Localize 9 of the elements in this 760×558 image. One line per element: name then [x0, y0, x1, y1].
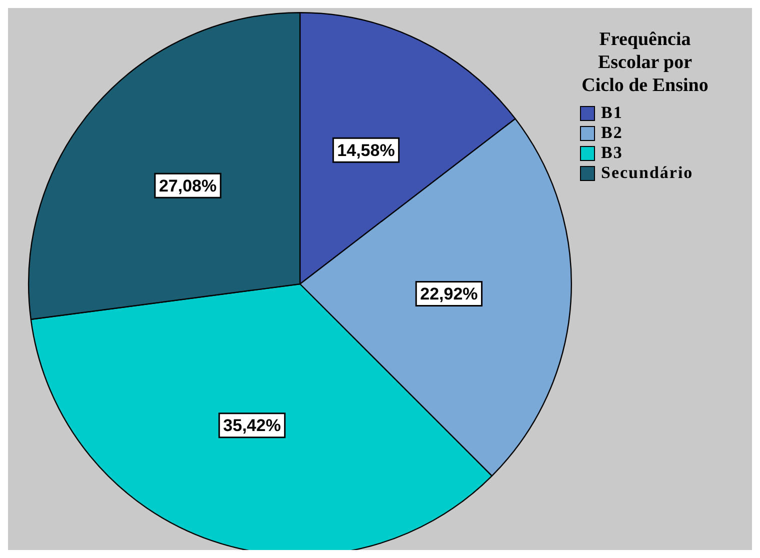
legend-label: Secundário: [601, 163, 694, 183]
data-label: 14,58%: [337, 140, 395, 160]
legend-label: B3: [601, 143, 623, 163]
legend-label: B2: [601, 123, 623, 143]
data-label: 27,08%: [158, 176, 217, 196]
legend-label: B1: [601, 103, 623, 123]
data-label: 35,42%: [223, 416, 281, 436]
legend-title: Frequência Escolar por Ciclo de Ensino: [580, 28, 710, 97]
data-label: 22,92%: [420, 284, 478, 304]
